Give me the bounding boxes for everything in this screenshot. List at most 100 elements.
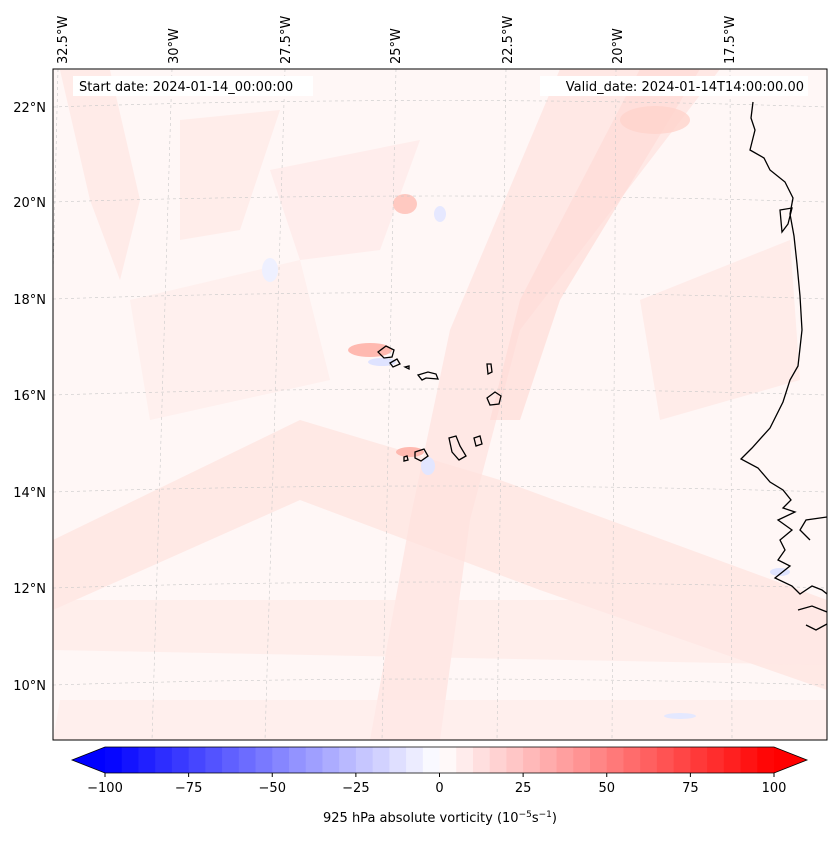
longitude-label: 25°W — [389, 28, 404, 64]
island-fogo — [414, 448, 429, 462]
longitude-label: 17.5°W — [723, 16, 738, 64]
latitude-label: 14°N — [13, 486, 46, 501]
island-maio — [473, 435, 483, 447]
colorbar-tick-label: −75 — [175, 781, 202, 796]
colorbar-segment — [171, 747, 190, 773]
vorticity-field — [53, 69, 827, 740]
island-sal — [486, 363, 493, 376]
longitude-labels: 32.5°W 30°W 27.5°W 25°W 22.5°W 20°W 17.5… — [56, 16, 738, 64]
vorticity-spot — [434, 206, 446, 222]
latitude-label: 22°N — [13, 101, 46, 116]
island-santiago — [448, 435, 467, 461]
colorbar-max-extend — [774, 747, 807, 773]
colorbar-segment — [188, 747, 206, 773]
colorbar-tick-label: −50 — [259, 781, 286, 796]
colorbar-tick-label: −100 — [87, 781, 123, 796]
latitude-label: 16°N — [13, 389, 46, 404]
west-africa-coastline — [739, 101, 827, 595]
colorbar-segment — [305, 747, 324, 773]
latitude-label: 20°N — [13, 196, 46, 211]
vorticity-spot — [664, 713, 696, 719]
vorticity-band — [490, 69, 700, 420]
vorticity-spot — [262, 258, 278, 282]
longitude-label: 32.5°W — [56, 16, 71, 64]
map-frame — [52, 68, 828, 741]
longitude-label: 22.5°W — [501, 16, 516, 64]
latitude-labels: 22°N 20°N 18°N 16°N 14°N 12°N 10°N — [13, 101, 46, 694]
valid-date-box — [540, 76, 808, 96]
colorbar-segment — [155, 747, 173, 773]
start-date-box — [73, 76, 313, 96]
colorbar-segment — [339, 747, 357, 773]
colorbar-tick-label: −25 — [342, 781, 369, 796]
colorbar-segment — [288, 747, 307, 773]
colorbar-segment — [389, 747, 407, 773]
vorticity-spot — [393, 194, 417, 214]
colorbar-segment — [740, 747, 758, 773]
colorbar-tick-label: 50 — [598, 781, 615, 796]
vorticity-spot — [421, 457, 435, 475]
vorticity-spot — [396, 447, 424, 457]
vorticity-band — [130, 260, 330, 420]
island-santa-luzia — [403, 365, 410, 371]
vorticity-band — [270, 140, 420, 260]
colorbar-segment — [355, 747, 374, 773]
colorbar-segment — [222, 747, 240, 773]
colorbar-segment — [539, 747, 558, 773]
colorbar: −100 −75 −50 −25 0 25 50 75 100 925 hPa absolute… — [70, 746, 809, 826]
colorbar-segment — [506, 747, 524, 773]
longitude-label: 27.5°W — [279, 16, 294, 64]
colorbar-ticks: −100 −75 −50 −25 0 25 50 75 100 — [87, 773, 786, 796]
latitude-label: 10°N — [13, 679, 46, 694]
vorticity-band — [53, 700, 827, 740]
colorbar-segment — [255, 747, 273, 773]
colorbar-segment — [690, 747, 708, 773]
latitude-label: 18°N — [13, 293, 46, 308]
island-santo-antao — [377, 345, 395, 359]
island-brava — [403, 455, 409, 462]
colorbar-segment — [590, 747, 608, 773]
colorbar-tick-label: 0 — [435, 781, 443, 796]
colorbar-min-extend — [72, 747, 105, 773]
colorbar-segment — [422, 747, 441, 773]
map-panel: Start date: 2024-01-14_00:00:00 Valid_da… — [13, 16, 828, 741]
vorticity-spot — [348, 343, 392, 357]
colorbar-segment — [439, 747, 457, 773]
coastlines — [377, 101, 827, 631]
start-date-label: Start date: 2024-01-14_00:00:00 — [79, 80, 293, 95]
colorbar-segment — [472, 747, 491, 773]
vorticity-band — [640, 240, 800, 420]
vorticity-spot — [368, 358, 396, 366]
colorbar-segment — [623, 747, 641, 773]
colorbar-segment — [322, 747, 340, 773]
colorbar-segment — [556, 747, 574, 773]
colorbar-segment — [205, 747, 223, 773]
colorbar-tick-label: 25 — [515, 781, 532, 796]
vorticity-spot — [620, 106, 690, 134]
colorbar-segments — [105, 747, 775, 773]
colorbar-label: 925 hPa absolute vorticity (10−5s−1) — [323, 810, 557, 826]
colorbar-segment — [456, 747, 474, 773]
island-sao-vicente — [389, 358, 401, 368]
colorbar-segment — [272, 747, 290, 773]
colorbar-segment — [656, 747, 675, 773]
colorbar-segment — [757, 747, 775, 773]
colorbar-segment — [673, 747, 691, 773]
colorbar-segment — [523, 747, 541, 773]
colorbar-segment — [606, 747, 625, 773]
colorbar-segment — [489, 747, 508, 773]
colorbar-segment — [573, 747, 591, 773]
vorticity-band — [370, 69, 720, 740]
vorticity-band — [180, 110, 280, 240]
colorbar-segment — [707, 747, 725, 773]
longitude-label: 20°W — [611, 28, 626, 64]
colorbar-segment — [138, 747, 156, 773]
colorbar-tick-label: 100 — [762, 781, 787, 796]
island-sao-nicolau — [416, 371, 439, 381]
colorbar-segment — [723, 747, 742, 773]
colorbar-segment — [640, 747, 658, 773]
colorbar-segment — [372, 747, 390, 773]
vorticity-band — [53, 600, 827, 665]
